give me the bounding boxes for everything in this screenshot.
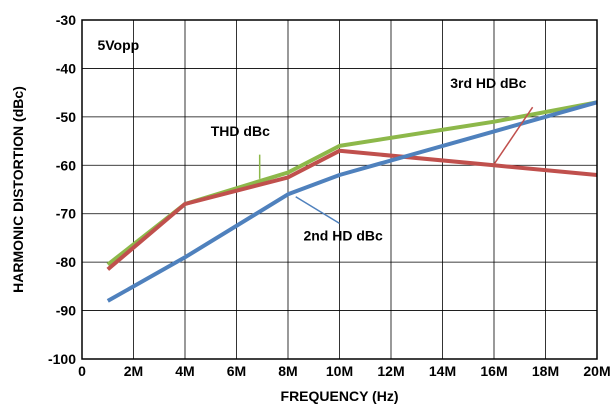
x-tick-label: 10M [326,363,353,379]
x-tick-label: 16M [480,363,507,379]
y-tick-label: -40 [56,60,76,76]
y-tick-label: -90 [56,303,76,319]
x-tick-label: 12M [377,363,404,379]
series-label-2nd-hd-dbc: 2nd HD dBc [303,227,383,243]
y-axis-title: HARMONIC DISTORTION (dBc) [10,86,26,293]
y-tick-label: -100 [48,351,76,367]
y-axis-ticks: -100 -90 -80 -70 -60 -50 -40 -30 [48,12,76,367]
x-tick-label: 14M [429,363,456,379]
x-tick-label: 8M [278,363,297,379]
plot-frame [81,19,598,360]
y-tick-label: -70 [56,206,76,222]
leader-line-2nd-hd-dbc [295,196,340,225]
x-tick-label: 4M [175,363,194,379]
y-tick-label: -80 [56,254,76,270]
x-axis-title: FREQUENCY (Hz) [281,388,399,404]
x-tick-label: 20M [583,363,610,379]
x-tick-label: 2M [124,363,143,379]
leader-line-3rd-hd-dbc [493,106,534,165]
y-tick-label: -60 [56,157,76,173]
x-tick-label: 18M [532,363,559,379]
series-label-thd-dbc: THD dBc [211,123,270,139]
series-label-3rd-hd-dbc: 3rd HD dBc [450,75,526,91]
x-tick-label: 6M [227,363,246,379]
x-axis-ticks: 0 2M 4M 6M 8M 10M 12M 14M 16M 18M 20M [78,363,611,379]
series-line-2nd-hd-dbc [106,100,598,303]
grid [82,20,597,359]
annotation-layer: THD dBc 3rd HD dBc 2nd HD dBc [211,75,534,243]
y-tick-label: -50 [56,109,76,125]
condition-label: 5Vopp [97,37,139,53]
series-layer [106,100,598,303]
series-line-3rd-hd-dbc [106,148,598,271]
x-tick-label: 0 [78,363,86,379]
y-tick-label: -30 [56,12,76,28]
